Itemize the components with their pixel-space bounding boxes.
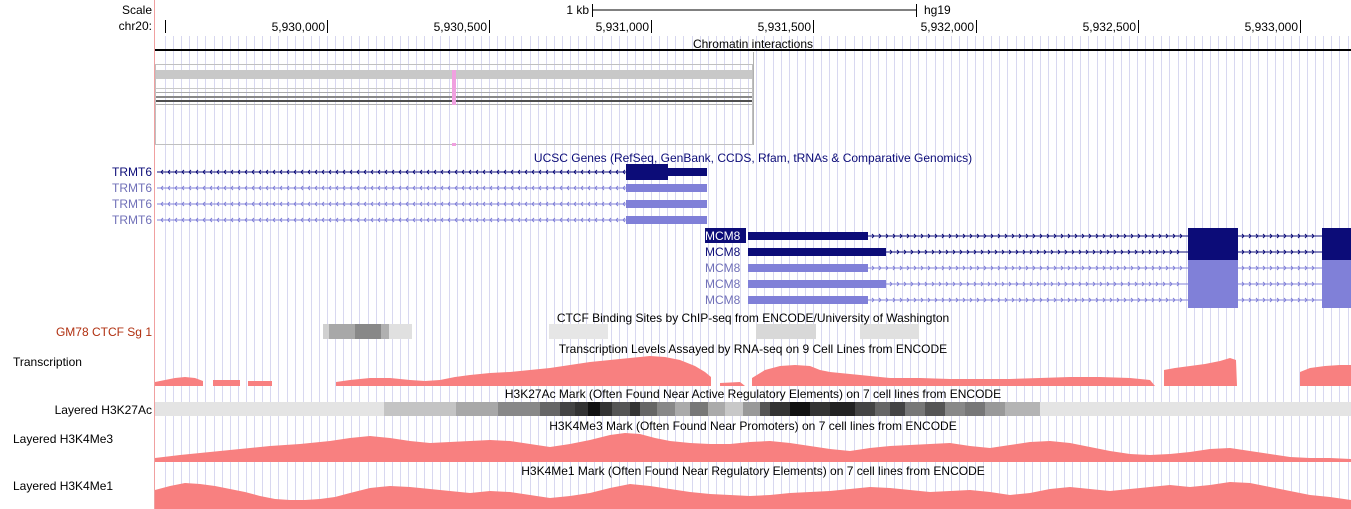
scale-bar-label: 1 kb <box>566 3 589 17</box>
chromatin-track-title: Chromatin interactions <box>693 37 813 51</box>
h3k4me1-track-label[interactable]: Layered H3K4Me1 <box>13 479 114 493</box>
trmt6-genes[interactable] <box>157 164 707 224</box>
ruler-ticks <box>165 20 1301 33</box>
h3k27ac-track-label[interactable]: Layered H3K27Ac <box>54 403 152 417</box>
ruler-tick-label-5: 5,932,000 <box>921 20 975 34</box>
gene-label-mcm8-1[interactable]: MCM8 <box>705 229 741 243</box>
h3k27ac-track-title: H3K27Ac Mark (Often Found Near Active Re… <box>505 387 1001 401</box>
gene-label-trmt6-1[interactable]: TRMT6 <box>112 165 152 179</box>
h3k4me3-signal[interactable] <box>155 433 1351 462</box>
gene-label-trmt6-3[interactable]: TRMT6 <box>112 197 152 211</box>
mcm8-genes[interactable] <box>705 228 1351 308</box>
ruler-tick-label-1: 5,930,000 <box>272 20 326 34</box>
gene-label-mcm8-5[interactable]: MCM8 <box>705 293 741 307</box>
h3k4me3-track-label[interactable]: Layered H3K4Me3 <box>13 432 114 446</box>
ctcf-peaks[interactable] <box>323 324 919 339</box>
h3k4me1-signal[interactable] <box>155 482 1351 509</box>
gene-label-trmt6-4[interactable]: TRMT6 <box>112 213 152 227</box>
ruler-tick-label-2: 5,930,500 <box>434 20 488 34</box>
chrom-label: chr20: <box>118 19 152 33</box>
gene-label-mcm8-4[interactable]: MCM8 <box>705 277 741 291</box>
assembly-label: hg19 <box>924 3 951 17</box>
h3k4me1-track-title: H3K4Me1 Mark (Often Found Near Regulator… <box>521 464 985 478</box>
genes-track-title: UCSC Genes (RefSeq, GenBank, CCDS, Rfam,… <box>534 151 972 165</box>
gene-label-trmt6-2[interactable]: TRMT6 <box>112 181 152 195</box>
strand-arrows <box>160 169 626 223</box>
ctcf-track-label[interactable]: GM78 CTCF Sg 1 <box>55 325 152 339</box>
gene-label-mcm8-2[interactable]: MCM8 <box>705 245 741 259</box>
scale-label: Scale <box>121 3 152 17</box>
transcription-track-title: Transcription Levels Assayed by RNA-seq … <box>559 342 947 356</box>
grid-lines <box>165 36 1349 509</box>
transcription-signal[interactable] <box>155 356 1351 386</box>
ruler-tick-label-4: 5,931,500 <box>758 20 812 34</box>
chromatin-interactions-track[interactable] <box>155 49 1351 146</box>
gene-label-mcm8-3[interactable]: MCM8 <box>705 261 741 275</box>
transcription-track-label[interactable]: Transcription <box>13 355 82 369</box>
scale-bar <box>592 4 917 17</box>
h3k27ac-density[interactable] <box>155 402 1351 416</box>
ctcf-track-title: CTCF Binding Sites by ChIP-seq from ENCO… <box>557 311 949 325</box>
h3k4me3-track-title: H3K4Me3 Mark (Often Found Near Promoters… <box>549 419 956 433</box>
ruler-tick-label-7: 5,933,000 <box>1245 20 1299 34</box>
strand-arrows <box>871 233 1315 303</box>
ruler-tick-label-6: 5,932,500 <box>1083 20 1137 34</box>
ruler-tick-label-3: 5,931,000 <box>596 20 650 34</box>
